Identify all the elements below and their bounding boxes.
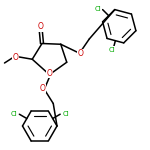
Text: Cl: Cl [62,111,69,117]
Text: O: O [46,69,52,78]
Text: Cl: Cl [11,111,17,117]
Text: O: O [13,52,19,62]
Text: Cl: Cl [108,47,115,53]
Text: O: O [40,84,46,93]
Text: O: O [77,50,83,58]
Text: Cl: Cl [95,6,102,12]
Text: O: O [38,22,44,32]
